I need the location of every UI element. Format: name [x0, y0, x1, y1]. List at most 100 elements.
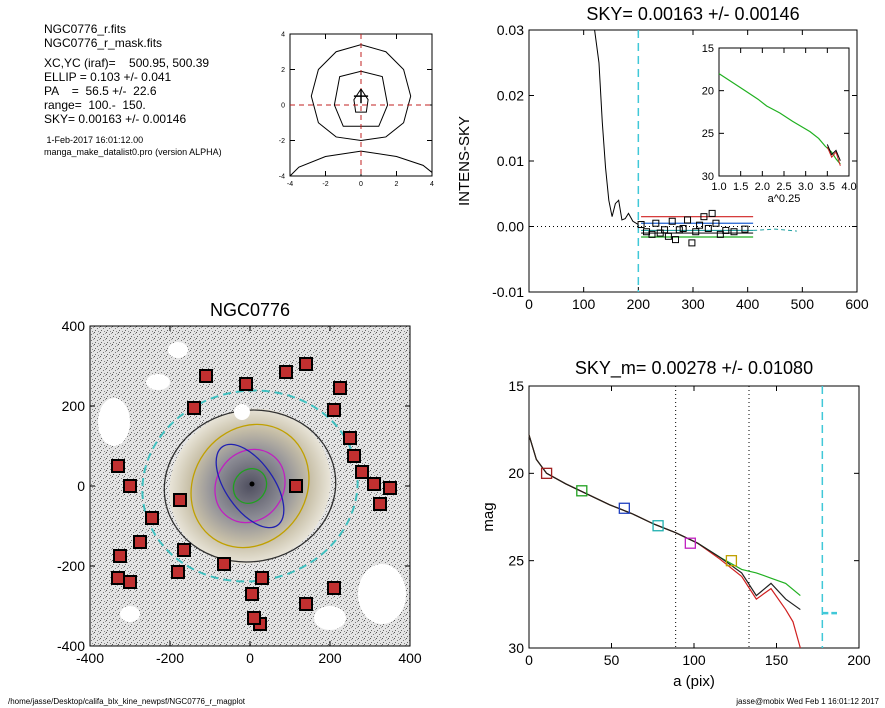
mask-file-label: NGC0776_r_mask.fits	[44, 36, 163, 50]
galaxy-image-plot: NGC0776 -400 -200 0 200 400 -400 -200 0 200 400	[57, 300, 422, 666]
chart-title: NGC0776	[210, 300, 290, 320]
sky-data-point	[652, 219, 660, 227]
sky-data-point	[675, 226, 683, 234]
x-tick-label: 0	[246, 650, 254, 666]
x-tick-label: 200	[627, 296, 651, 312]
contour-line	[353, 88, 369, 113]
sky-box	[333, 381, 347, 395]
sky-box	[199, 369, 213, 383]
program-label: manga_make_datalist0.pro (version ALPHA)	[44, 147, 222, 157]
masked-region	[168, 342, 188, 358]
y-tick-label: 15	[508, 378, 524, 394]
x-tick-label: -400	[76, 650, 104, 666]
magnitude-profile-line	[528, 434, 801, 649]
sky-box	[373, 497, 387, 511]
sky-data-point	[679, 224, 687, 232]
masked-region	[120, 606, 140, 622]
sky-data-point	[696, 221, 704, 229]
plot-frame	[528, 385, 860, 649]
sky-data-point	[672, 236, 680, 244]
sky-box	[383, 481, 397, 495]
x-tick-label: 1.5	[733, 181, 748, 193]
file-name-label: NGC0776_r.fits	[44, 22, 127, 36]
y-tick-label: 20	[508, 465, 524, 481]
sky-box	[367, 477, 381, 491]
sky-box	[327, 581, 341, 595]
sky-box	[113, 549, 127, 563]
ellipse-marker	[725, 555, 738, 567]
y-tick-label: -4	[279, 173, 285, 180]
ellipticity-label: ELLIP = 0.103 +/- 0.041	[44, 70, 172, 84]
x-tick-label: -4	[287, 181, 293, 188]
sky-box	[343, 431, 357, 445]
y-tick-label: 0	[77, 478, 85, 494]
sky-box	[217, 557, 231, 571]
footer-user: jasse@mobix Wed Feb 1 16:01:12 2017	[736, 697, 879, 706]
intensity-profile-line	[594, 29, 639, 225]
x-tick-label: 200	[318, 650, 342, 666]
x-tick-label: 300	[681, 296, 705, 312]
y-tick-label: 15	[702, 43, 714, 55]
sky-data-point	[730, 228, 738, 236]
magnitude-profile-line	[528, 434, 801, 597]
inset-x-label: a^0.25	[768, 193, 801, 205]
y-axis-label: mag	[480, 502, 497, 531]
inset-profile-line	[718, 73, 841, 165]
x-tick-label: 4	[430, 181, 434, 188]
ellipse-marker	[652, 520, 664, 532]
sky-data-point	[704, 224, 712, 232]
x-tick-label: 2.5	[776, 181, 791, 193]
sky-box	[187, 401, 201, 415]
y-tick-label: 200	[62, 398, 86, 414]
x-tick-label: 200	[847, 652, 871, 668]
contour-line	[333, 70, 389, 127]
ellipse-marker	[684, 537, 696, 549]
x-tick-label: 2	[395, 181, 399, 188]
sky-data-point	[722, 226, 730, 234]
footer-path: /home/jasse/Desktop/califa_blx_kine_newp…	[8, 697, 246, 706]
sky-box	[239, 377, 253, 391]
y-tick-label: 0.00	[497, 218, 524, 234]
ellipse-marker	[618, 502, 630, 514]
inset-profile-tail	[826, 144, 841, 161]
chart-title: SKY_m= 0.00278 +/- 0.01080	[575, 358, 813, 379]
x-tick-label: 600	[845, 296, 869, 312]
sky-box	[123, 575, 137, 589]
sky-data-point	[716, 230, 724, 238]
y-tick-label: -400	[57, 638, 85, 654]
magnitude-profile-line	[528, 434, 801, 611]
sky-box	[279, 365, 293, 379]
y-tick-label: 30	[702, 171, 714, 183]
y-tick-label: 0.03	[497, 22, 524, 38]
date-label: 1-Feb-2017 16:01:12.00	[44, 135, 144, 145]
sky-box	[255, 571, 269, 585]
sky-data-point	[688, 239, 696, 247]
sky-box	[177, 543, 191, 557]
sky-box	[123, 479, 137, 493]
sky-data-point	[700, 213, 708, 221]
x-tick-label: 0	[525, 652, 533, 668]
x-tick-label: 400	[398, 650, 422, 666]
range-label: range= 100.- 150.	[44, 98, 146, 112]
sky-box	[171, 565, 185, 579]
x-tick-label: 100	[572, 296, 596, 312]
y-tick-label: -2	[279, 138, 285, 145]
sky-box	[111, 459, 125, 473]
y-tick-label: -200	[57, 558, 85, 574]
x-tick-label: 1.0	[711, 181, 726, 193]
sky-box	[145, 511, 159, 525]
sky-data-point	[661, 226, 669, 234]
x-tick-label: 100	[682, 652, 706, 668]
x-tick-label: 0	[359, 181, 363, 188]
x-tick-label: -200	[156, 650, 184, 666]
x-tick-label: 3.5	[820, 181, 835, 193]
x-tick-label: 400	[736, 296, 760, 312]
y-tick-label: 0.01	[497, 153, 524, 169]
masked-region	[358, 564, 406, 624]
y-tick-label: 400	[62, 318, 86, 334]
x-tick-label: 500	[791, 296, 815, 312]
y-tick-label: 30	[508, 640, 524, 656]
inset-profile-tail	[826, 146, 841, 166]
x-tick-label: -2	[322, 181, 328, 188]
masked-region	[314, 606, 346, 630]
